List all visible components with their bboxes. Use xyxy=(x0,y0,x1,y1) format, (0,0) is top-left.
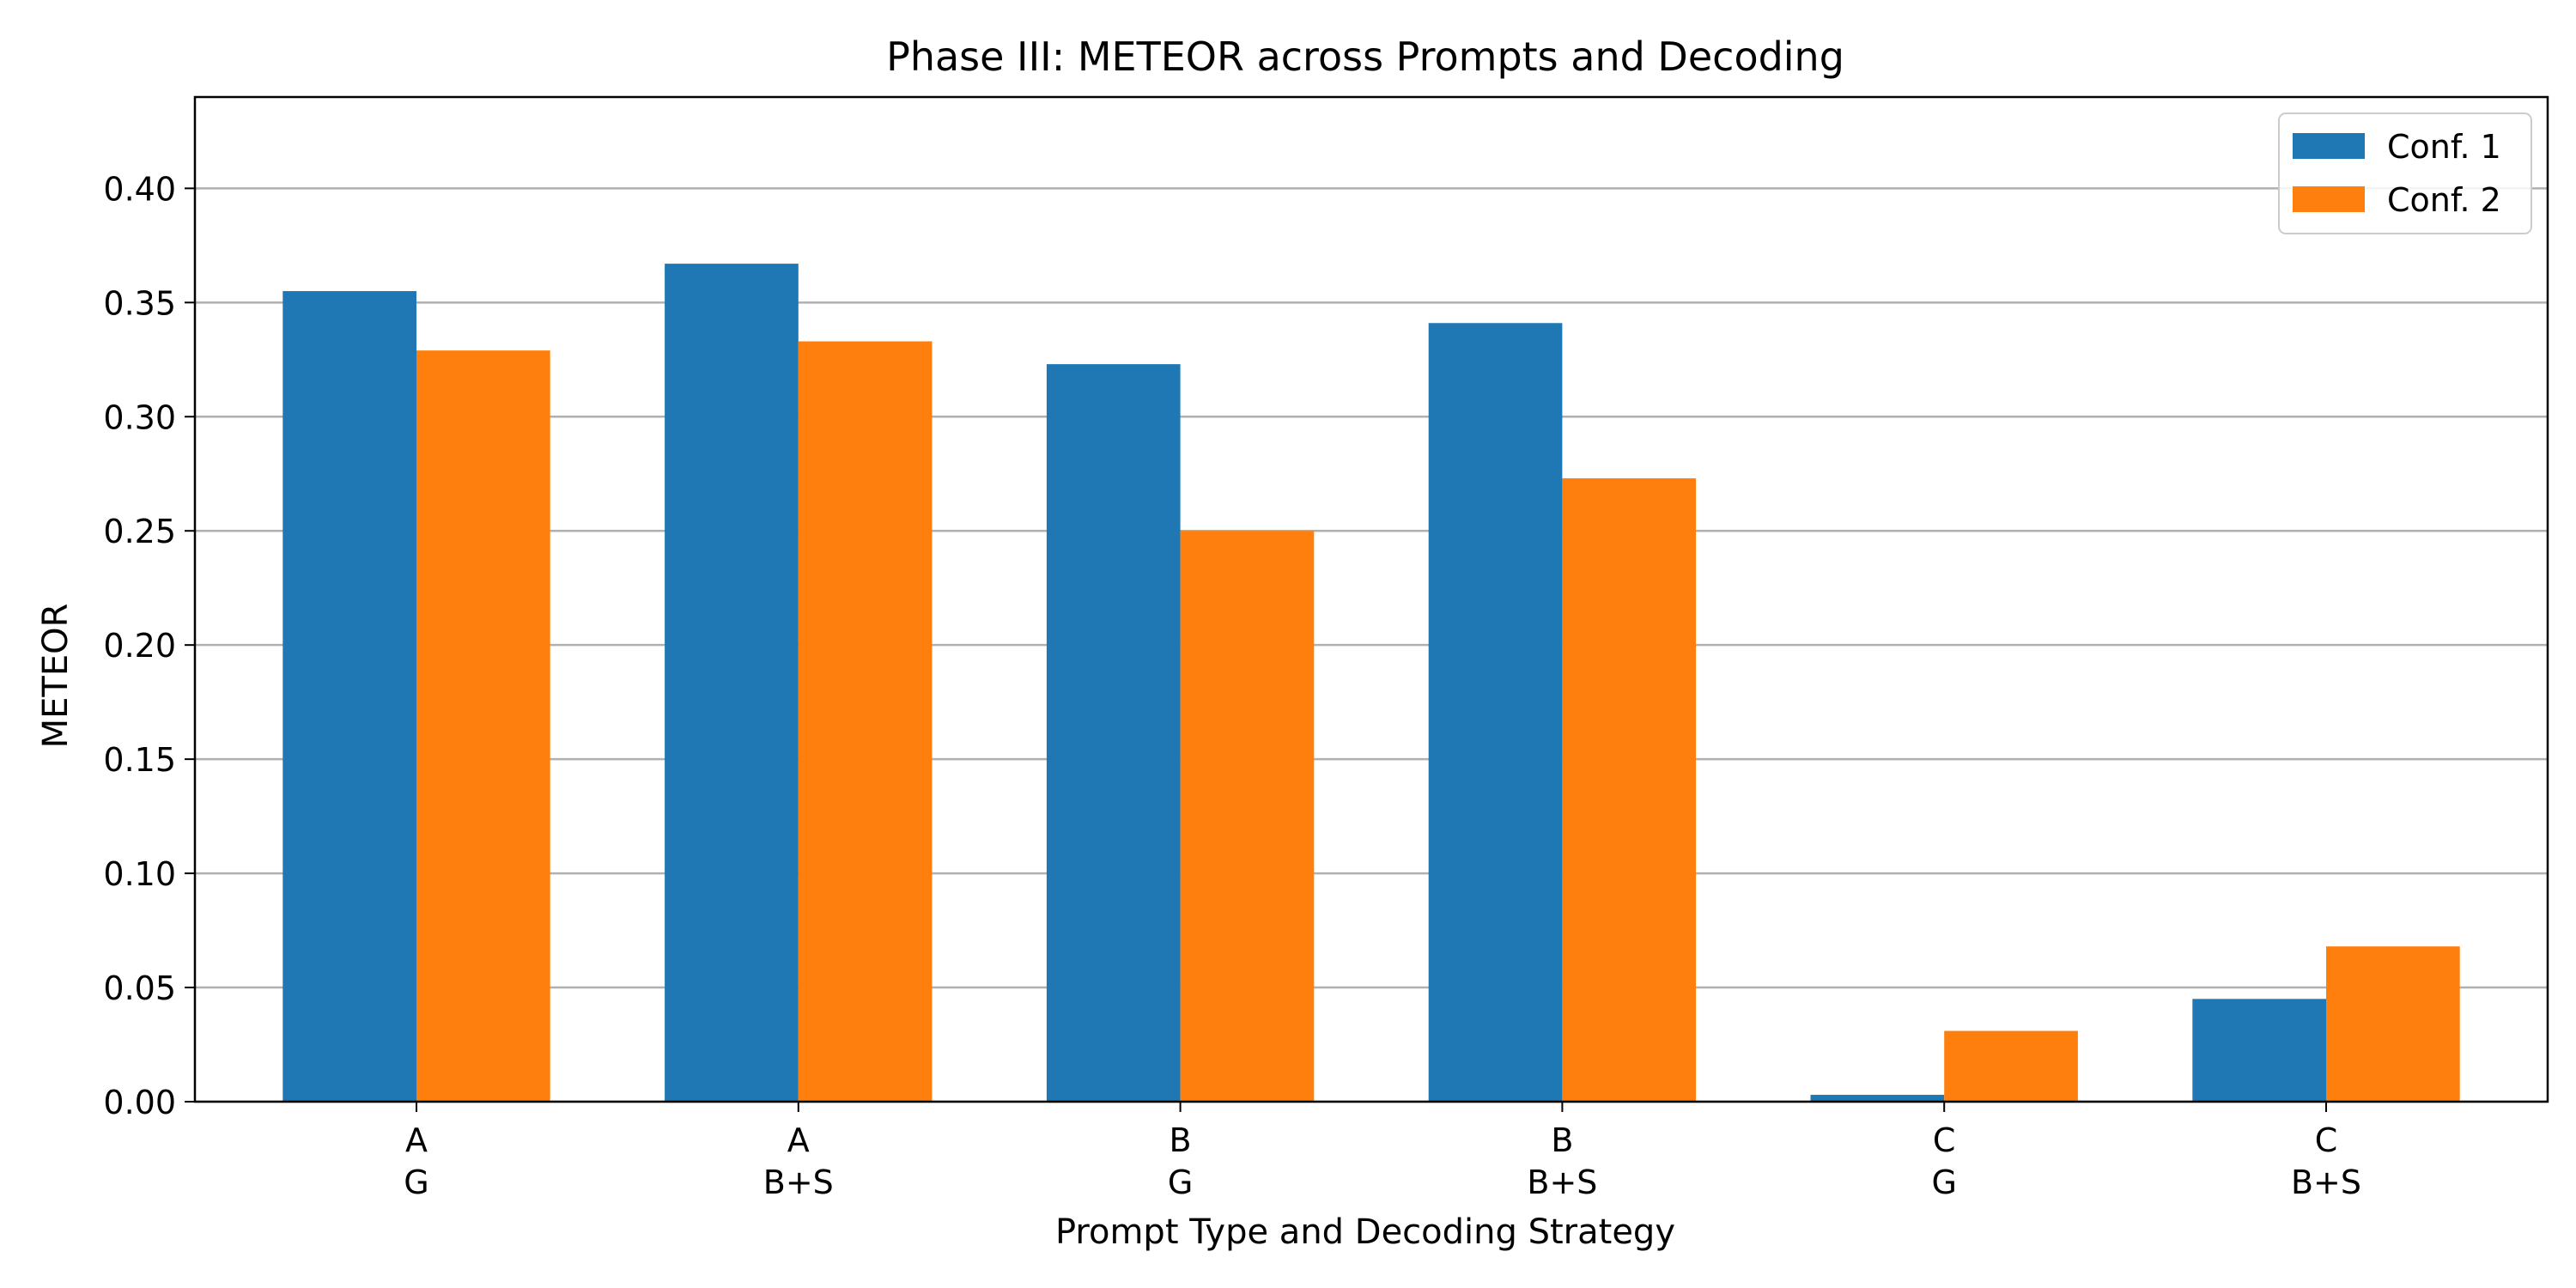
bar xyxy=(2192,999,2327,1102)
y-tick-label: 0.20 xyxy=(103,627,176,665)
y-tick-label: 0.40 xyxy=(103,170,176,208)
bar xyxy=(1180,531,1315,1102)
bar xyxy=(2326,946,2460,1102)
y-axis-label: METEOR xyxy=(36,604,76,749)
x-tick-label: B+S xyxy=(2291,1163,2361,1201)
bars xyxy=(283,264,2460,1103)
bar xyxy=(665,264,799,1102)
x-tick-label: A xyxy=(787,1121,810,1159)
y-tick-label: 0.15 xyxy=(103,741,176,779)
y-tick-label: 0.35 xyxy=(103,284,176,322)
bar xyxy=(283,291,416,1103)
legend-label: Conf. 1 xyxy=(2387,128,2501,166)
legend-swatch xyxy=(2293,133,2365,159)
x-tick-label: C xyxy=(1933,1121,1956,1159)
bar xyxy=(798,341,933,1103)
plot-frame xyxy=(193,95,2549,1103)
axis-ticks: 0.000.050.100.150.200.250.300.350.40AGAB… xyxy=(103,170,2361,1201)
y-tick-label: 0.00 xyxy=(103,1084,176,1121)
y-tick-label: 0.05 xyxy=(103,969,176,1007)
x-tick-label: B xyxy=(1170,1121,1192,1159)
bar xyxy=(1428,323,1563,1102)
chart-title: Phase III: METEOR across Prompts and Dec… xyxy=(886,33,1844,80)
x-tick-label: B xyxy=(1551,1121,1573,1159)
x-tick-label: G xyxy=(404,1163,428,1201)
x-tick-label: B+S xyxy=(1527,1163,1597,1201)
bar xyxy=(416,350,550,1103)
legend: Conf. 1 Conf. 2 xyxy=(2278,112,2532,234)
x-axis-label: Prompt Type and Decoding Strategy xyxy=(1055,1212,1675,1252)
x-tick-label: C xyxy=(2315,1121,2338,1159)
y-tick-label: 0.25 xyxy=(103,513,176,550)
x-tick-label: G xyxy=(1931,1163,1956,1201)
legend-label: Conf. 2 xyxy=(2387,181,2501,219)
bar xyxy=(1810,1095,1945,1102)
x-tick-label: G xyxy=(1168,1163,1193,1201)
x-tick-label: A xyxy=(405,1121,428,1159)
y-tick-label: 0.10 xyxy=(103,855,176,893)
x-tick-label: B+S xyxy=(763,1163,834,1201)
bar xyxy=(1046,364,1181,1102)
bar xyxy=(1944,1030,2078,1102)
legend-swatch xyxy=(2293,186,2365,212)
bar xyxy=(1562,478,1697,1102)
y-tick-label: 0.30 xyxy=(103,398,176,436)
